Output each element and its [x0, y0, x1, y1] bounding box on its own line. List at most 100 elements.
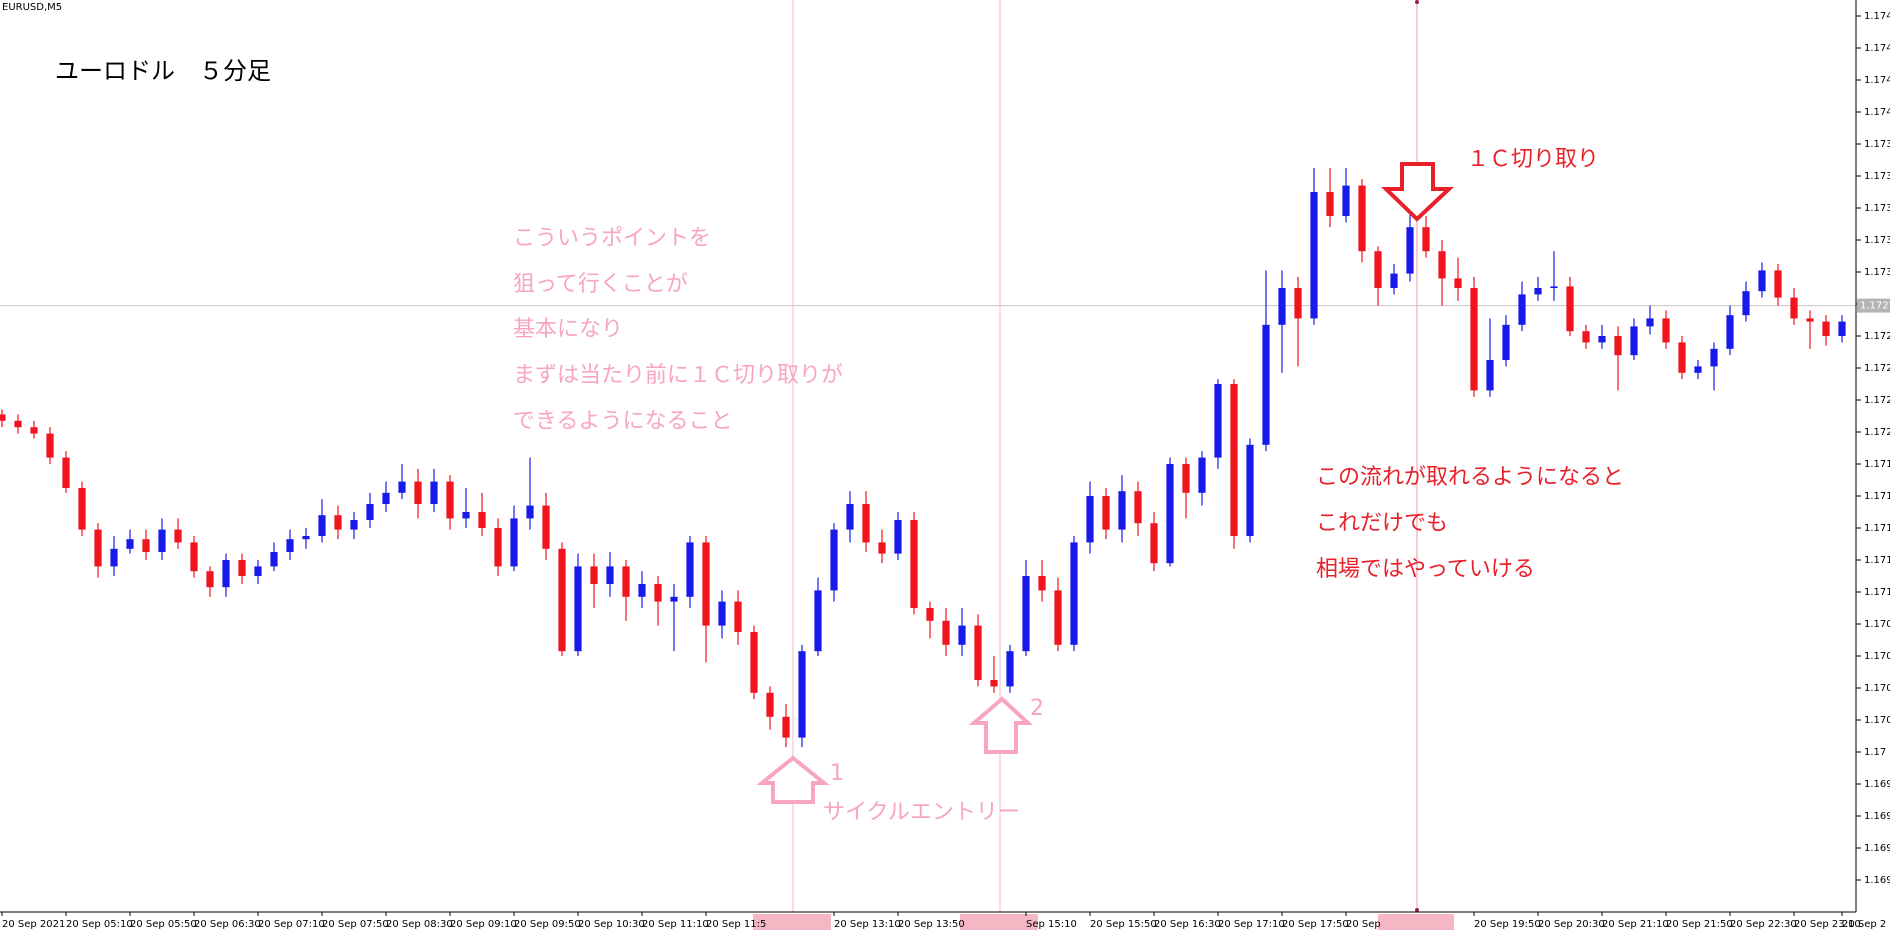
candle-body [1598, 336, 1606, 343]
candle-body [318, 515, 326, 536]
candle-body [1390, 273, 1398, 288]
y-tick-label: 1.1704 [1864, 683, 1890, 694]
y-tick-label: 1.1724 [1864, 363, 1890, 374]
candle-body [0, 414, 6, 421]
candle-body [1342, 185, 1350, 216]
candle-body [1166, 464, 1174, 564]
cut-label: １Ｃ切り取り [1467, 147, 1599, 172]
candle-body [590, 566, 598, 584]
candle-body [974, 625, 982, 680]
candle-body [1182, 464, 1190, 493]
candle-body [558, 548, 566, 652]
note-line: これだけでも [1316, 511, 1448, 536]
candle-body [1230, 384, 1238, 536]
x-tick-label: 20 Sep 09:50 [514, 919, 581, 930]
candle-body [526, 505, 534, 519]
x-tick-label: 20 Sep 19:50 [1474, 919, 1541, 930]
y-tick-label: 1.1716 [1864, 491, 1890, 502]
candle-body [1422, 227, 1430, 252]
candle-body [1438, 251, 1446, 279]
candle-body [846, 504, 854, 530]
x-tick-label: 20 Sep 11:5 [706, 919, 766, 930]
x-tick-label: 20 Sep 11:10 [642, 919, 709, 930]
time-box [753, 914, 831, 930]
candle-body [830, 529, 838, 591]
candle-body [302, 536, 310, 540]
candle-body [1070, 542, 1078, 645]
candle-body [350, 520, 358, 530]
candle-body [510, 518, 518, 567]
x-tick-label: 20 Sep 22:30 [1730, 919, 1797, 930]
candle-body [958, 625, 966, 645]
candle-body [1566, 286, 1574, 332]
candle-body [222, 560, 230, 588]
candle-body [686, 542, 694, 597]
candle-body [750, 632, 758, 693]
candle-body [1742, 291, 1750, 316]
entry-arrow [968, 696, 1034, 754]
y-tick-label: 1.1736 [1864, 171, 1890, 182]
candle-body [1790, 297, 1798, 319]
y-tick-label: 1.1712 [1864, 555, 1890, 566]
exit-arrow [1381, 162, 1455, 222]
candle-body [782, 716, 790, 738]
candle-body [62, 457, 70, 488]
x-tick-label: 20 Sep 13:10 [834, 919, 901, 930]
marker-dot [1415, 0, 1419, 4]
candle-body [1486, 360, 1494, 391]
x-tick-label: 20 Sep 06:30 [194, 919, 261, 930]
y-tick-label: 1.1742 [1864, 75, 1890, 86]
candle-body [270, 552, 278, 567]
candle-body [1758, 270, 1766, 292]
entry-number: 1 [830, 761, 844, 786]
candle-body [1150, 523, 1158, 564]
time-box [960, 914, 1038, 930]
note-line: 相場ではやっていける [1316, 557, 1535, 582]
candle-body [1774, 270, 1782, 298]
y-tick-label: 1.171 [1864, 587, 1890, 598]
note-line: 基本になり [513, 317, 623, 342]
y-tick-label: 1.1694 [1864, 843, 1890, 854]
candle-body [334, 515, 342, 530]
price-tag [1857, 298, 1890, 313]
candle-body [30, 427, 38, 434]
candle-body [462, 512, 470, 519]
y-tick-label: 1.1708 [1864, 619, 1890, 630]
candle-body [1278, 288, 1286, 325]
candle-body [574, 566, 582, 652]
candle-body [878, 542, 886, 554]
candle-body [158, 529, 166, 552]
note-line: 狙って行くことが [513, 272, 688, 297]
candle-body [798, 651, 806, 738]
candle-body [46, 433, 54, 458]
candle-body [478, 512, 486, 528]
candle-body [1134, 491, 1142, 524]
y-tick-label: 1.1732 [1864, 235, 1890, 246]
candle-body [942, 620, 950, 645]
candle-body [1086, 496, 1094, 543]
candle-body [542, 505, 550, 549]
x-tick-label: 20 Sep 09:10 [450, 919, 517, 930]
y-tick-label: 1.1698 [1864, 779, 1890, 790]
candle-body [238, 560, 246, 576]
candle-body [894, 520, 902, 554]
axes: 1.1692 1.1694 1.1696 1.1698 1.17 1.1702 1.1704… [1, 11, 1890, 930]
candle-body [1726, 315, 1734, 349]
candle-body [910, 520, 918, 608]
marker-dot [1415, 908, 1419, 912]
candle-body [1198, 457, 1206, 493]
x-tick-label: 20 Sep 16:30 [1154, 919, 1221, 930]
candle-body [382, 492, 390, 504]
y-tick-label: 1.1718 [1864, 459, 1890, 470]
y-tick-label: 1.174 [1864, 107, 1890, 118]
candle-body [1710, 348, 1718, 367]
x-tick-label: Sep 15:10 [1026, 919, 1077, 930]
x-tick-label: 20 Sep 10:30 [578, 919, 645, 930]
candle-body [14, 420, 22, 428]
candle-body [1550, 286, 1558, 288]
candle-body [734, 601, 742, 632]
candle-body [494, 528, 502, 567]
candle-body [430, 481, 438, 504]
